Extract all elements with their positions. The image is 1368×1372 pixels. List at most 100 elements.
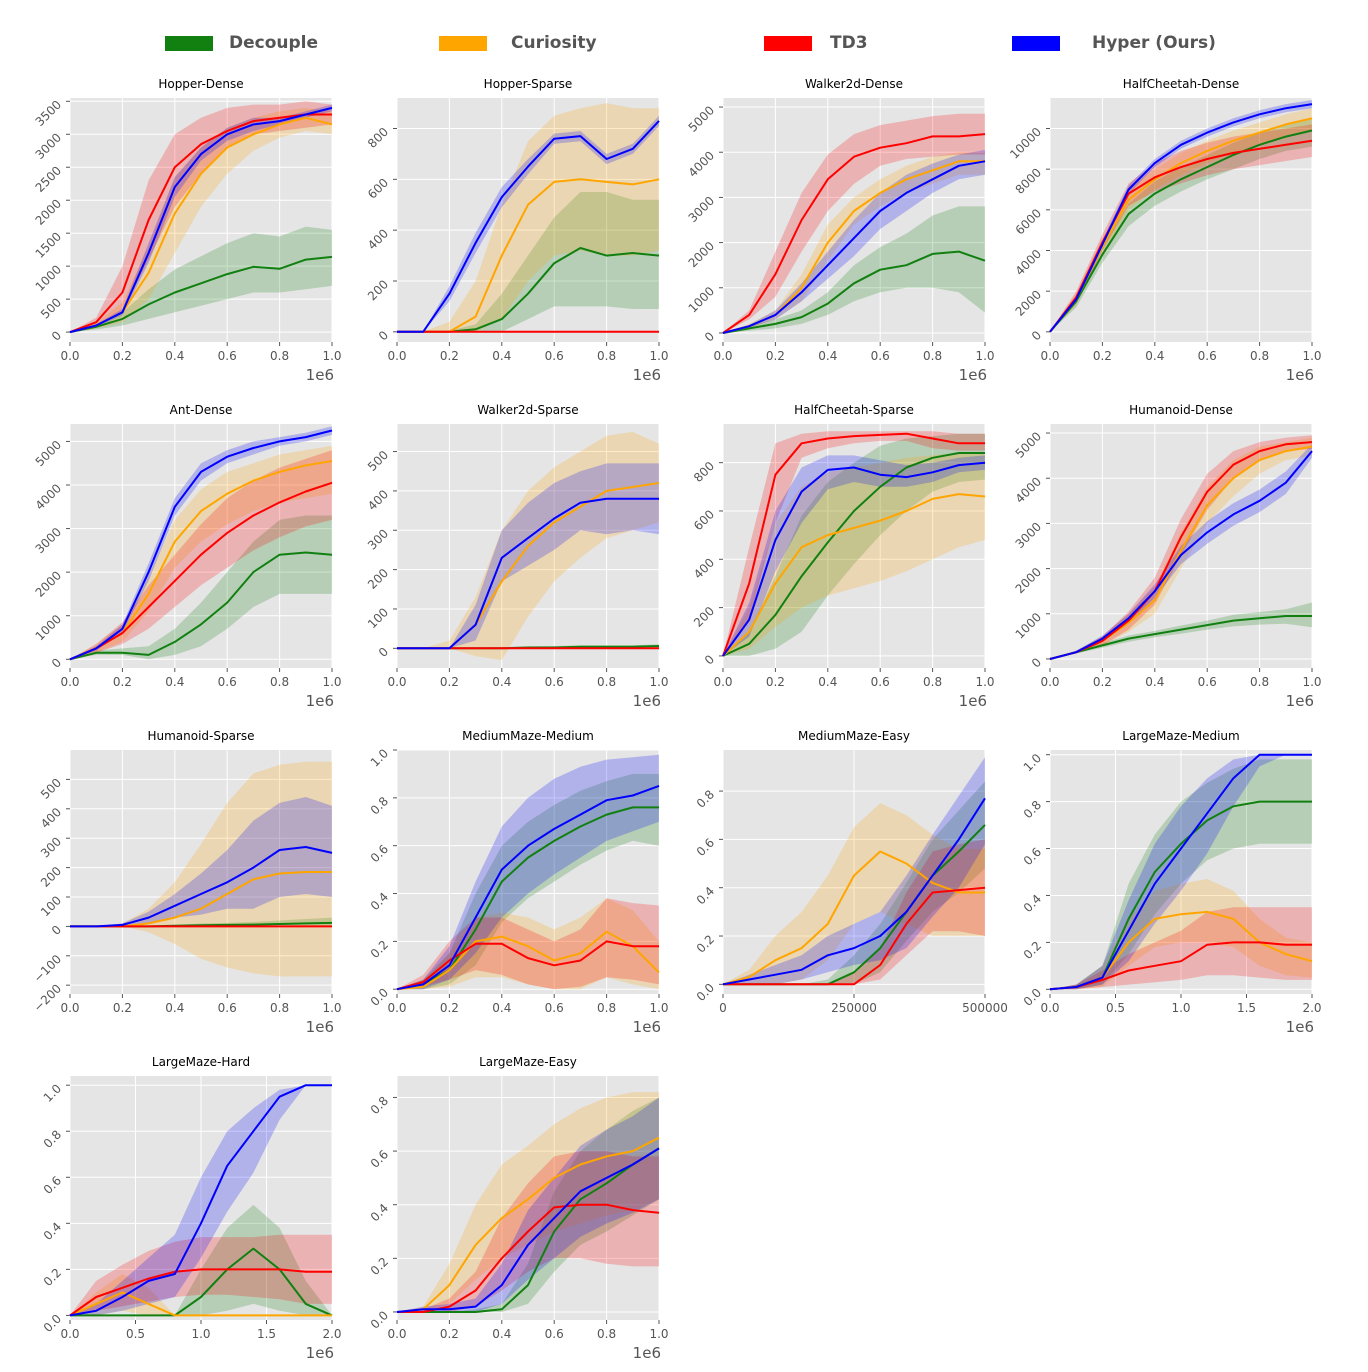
chart-4-band-curiosity: [70, 445, 332, 660]
chart-2-x-tick-label: 0.8: [923, 349, 942, 363]
chart-12-x-multiplier: 1e6: [306, 1344, 334, 1362]
chart-3-x-tick-label: 0.4: [1145, 349, 1164, 363]
chart-3-x-tick-label: 1.0: [1302, 349, 1321, 363]
chart-12-x-tick-label: 2.0: [322, 1327, 341, 1341]
chart-11-band-td3: [1050, 907, 1312, 990]
chart-2-line-hyper-ours: [722, 160, 986, 334]
chart-12-line-curiosity: [69, 1291, 332, 1317]
chart-7-x-multiplier: 1e6: [1286, 692, 1314, 710]
legend-label-curiosity: Curiosity: [511, 33, 597, 53]
chart-7-band-td3: [1050, 435, 1312, 659]
chart-12-band-curiosity: [70, 1274, 332, 1316]
chart-6-band-hyper-ours: [723, 455, 985, 656]
chart-5-title: Walker2d-Sparse: [477, 403, 578, 417]
chart-12-band-td3: [70, 1234, 332, 1316]
chart-11-line-hyper-ours: [1049, 753, 1312, 991]
chart-3-x-tick-label: 0.0: [1040, 349, 1059, 363]
chart-2-line-td3: [722, 133, 986, 334]
chart-11-band-hyper-ours: [1050, 754, 1312, 990]
chart-0-x-multiplier: 1e6: [306, 366, 334, 384]
chart-12-band-decouple: [70, 1204, 332, 1316]
legend-swatch-td3: [764, 36, 812, 51]
chart-13-title: LargeMaze-Easy: [479, 1055, 577, 1069]
chart-4-band-decouple: [70, 515, 332, 660]
chart-5-line-hyper-ours: [397, 497, 659, 650]
chart-9-band-hyper-ours: [397, 754, 659, 990]
chart-1-x-tick-label: 0.6: [545, 349, 564, 363]
chart-11-x-tick-label: 1.0: [1171, 1001, 1190, 1015]
chart-10-x-tick-label: 0: [719, 1001, 727, 1015]
chart-12-title: LargeMaze-Hard: [152, 1055, 250, 1069]
chart-12-line-decouple: [70, 1247, 333, 1317]
chart-1-x-tick-label: 0.8: [597, 349, 616, 363]
chart-7-x-tick-label: 0.2: [1093, 675, 1112, 689]
chart-6-x-tick-label: 0.8: [923, 675, 942, 689]
chart-12-line-hyper-ours: [69, 1084, 332, 1317]
chart-4-line-decouple: [69, 551, 333, 661]
chart-4-plot-area: [70, 424, 332, 668]
chart-9-x-tick-label: 0.6: [545, 1001, 564, 1015]
chart-12-band-hyper-ours: [70, 1085, 332, 1316]
chart-9-plot-area: [397, 750, 659, 994]
chart-9-x-tick-label: 0.4: [492, 1001, 511, 1015]
chart-1-x-multiplier: 1e6: [633, 366, 661, 384]
chart-2-band-curiosity: [723, 152, 985, 333]
chart-6-band-curiosity: [723, 453, 985, 656]
chart-12-x-tick-label: 0.5: [126, 1327, 145, 1341]
chart-3-x-tick-label: 0.2: [1093, 349, 1112, 363]
chart-13-band-curiosity: [397, 1092, 659, 1312]
chart-6-x-tick-label: 1.0: [975, 675, 994, 689]
chart-9-x-tick-label: 1.0: [649, 1001, 668, 1015]
chart-13-x-tick-label: 0.6: [545, 1327, 564, 1341]
chart-6-line-decouple: [722, 452, 985, 657]
chart-8-x-multiplier: 1e6: [306, 1018, 334, 1036]
chart-13-plot-area: [397, 1076, 659, 1320]
chart-11-title: LargeMaze-Medium: [1122, 729, 1239, 743]
chart-13-x-tick-label: 0.0: [387, 1327, 406, 1341]
chart-8-x-tick-label: 0.4: [165, 1001, 184, 1015]
chart-7-band-curiosity: [1050, 437, 1312, 659]
chart-13-line-hyper-ours: [396, 1147, 660, 1313]
chart-10-title: MediumMaze-Easy: [798, 729, 910, 743]
chart-13-line-decouple: [397, 1147, 660, 1313]
chart-5-x-tick-label: 0.8: [597, 675, 616, 689]
chart-1-title: Hopper-Sparse: [484, 77, 573, 91]
legend-label-td3: TD3: [830, 33, 868, 53]
chart-0-line-decouple: [69, 255, 333, 334]
chart-1-line-hyper-ours: [397, 120, 660, 333]
chart-0-x-tick-label: 0.0: [60, 349, 79, 363]
legend: Decouple Curiosity TD3 Hyper (Ours): [0, 28, 1368, 60]
chart-10-band-td3: [723, 839, 985, 985]
chart-6-x-tick-label: 0.2: [766, 675, 785, 689]
chart-11-x-multiplier: 1e6: [1286, 1018, 1314, 1036]
chart-6-line-hyper-ours: [722, 461, 986, 657]
chart-13-y-tick-label: 0.2: [368, 1255, 391, 1278]
chart-5-x-tick-label: 0.6: [545, 675, 564, 689]
legend-label-decouple: Decouple: [229, 33, 319, 53]
chart-7-title: Humanoid-Dense: [1129, 403, 1233, 417]
chart-7-x-tick-label: 0.4: [1145, 675, 1164, 689]
chart-6-line-td3: [722, 432, 985, 657]
chart-0-line-td3: [69, 113, 332, 334]
chart-0-x-tick-label: 0.6: [218, 349, 237, 363]
chart-13-x-multiplier: 1e6: [633, 1344, 661, 1362]
chart-2-x-tick-label: 0.4: [818, 349, 837, 363]
chart-8-x-tick-label: 0.0: [60, 1001, 79, 1015]
chart-11-band-decouple: [1050, 759, 1312, 990]
chart-13-x-tick-label: 0.4: [492, 1327, 511, 1341]
chart-5-band-hyper-ours: [397, 463, 659, 649]
chart-4-x-tick-label: 0.6: [218, 675, 237, 689]
chart-0-line-hyper-ours: [69, 106, 333, 334]
chart-1-band-curiosity: [397, 103, 659, 332]
chart-4-x-multiplier: 1e6: [306, 692, 334, 710]
chart-13-x-tick-label: 0.8: [597, 1327, 616, 1341]
chart-13-x-tick-label: 1.0: [649, 1327, 668, 1341]
chart-7-band-decouple: [1050, 602, 1312, 659]
chart-0-band-curiosity: [70, 107, 332, 333]
